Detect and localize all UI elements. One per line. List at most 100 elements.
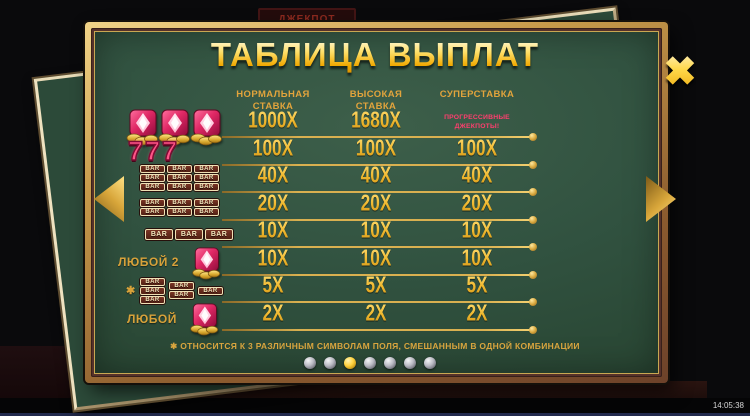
payout-value: 2X <box>365 300 387 327</box>
payout-value: 10X <box>461 217 493 244</box>
pagination-dot[interactable] <box>324 357 336 369</box>
bar-chip: BAR <box>140 287 165 295</box>
pagination-dot[interactable] <box>384 357 396 369</box>
bar-chip: BAR <box>140 199 165 207</box>
divider-dot <box>529 188 537 196</box>
bar-chip: BAR <box>194 208 219 216</box>
row-divider <box>222 136 530 138</box>
divider-dot <box>529 298 537 306</box>
payout-value: 1680X <box>351 107 401 134</box>
bar-chip: BAR <box>194 174 219 182</box>
divider-dot <box>529 216 537 224</box>
bar-chip: BAR <box>140 208 165 216</box>
payout-value: 10X <box>360 245 392 272</box>
divider-dot <box>529 133 537 141</box>
divider-dot <box>529 271 537 279</box>
bar-chip: BAR <box>169 291 194 299</box>
bar-chip: BAR <box>140 174 165 182</box>
double-bar-symbol: BAR BAR BAR BAR BAR BAR <box>140 199 219 216</box>
table-row: 777 100X 100X 100X <box>0 135 750 169</box>
bar-chip: BAR <box>140 183 165 191</box>
progressive-jackpot-note: ПРОГРЕССИВНЫЕ ДЖЕКПОТЫ! <box>444 113 510 130</box>
bar-chip: BAR <box>194 165 219 173</box>
table-row: BAR BAR BAR BAR BAR BAR 20X 20X 20X <box>0 190 750 224</box>
divider-dot <box>529 326 537 334</box>
row-divider <box>222 219 530 221</box>
payout-value: 40X <box>461 162 493 189</box>
column-header-normal-bet: НОРМАЛЬНАЯ СТАВКА <box>236 89 310 112</box>
clock-timestamp: 14:05:38 <box>712 401 744 410</box>
triple-bar-symbol: BAR BAR BAR BAR BAR BAR BAR BAR BAR <box>140 165 219 191</box>
payout-value: 5X <box>466 272 488 299</box>
triple-seven-symbol: 777 <box>127 135 180 167</box>
column-header-high-bet: ВЫСОКАЯ СТАВКА <box>349 89 403 112</box>
table-row: BAR BAR BAR BAR BAR BAR BAR BAR BAR 40X 40X 40… <box>0 162 750 196</box>
bar-chip: BAR <box>140 296 165 304</box>
pagination-dot[interactable] <box>404 357 416 369</box>
payout-value: 1000X <box>248 107 298 134</box>
table-row: ЛЮБОЙ 2 10X 10X 10X <box>0 245 750 280</box>
pagination-dot[interactable] <box>344 357 356 369</box>
diamond-symbol-icon <box>190 303 219 336</box>
payout-value: 5X <box>365 272 387 299</box>
table-row: ✱ BAR BAR BAR BAR BAR BAR 5X 5X 5X <box>0 272 750 306</box>
table-row: BAR BAR BAR 10X 10X 10X <box>0 217 750 251</box>
payout-value: 20X <box>461 190 493 217</box>
diamond-symbol-icon <box>190 109 222 146</box>
payout-value: 10X <box>360 217 392 244</box>
bar-chip: BAR <box>167 208 192 216</box>
footer-accent-line <box>0 413 750 416</box>
payout-value: 2X <box>262 300 284 327</box>
pagination-dot[interactable] <box>364 357 376 369</box>
payout-value: 100X <box>456 135 498 162</box>
payout-value: 10X <box>461 245 493 272</box>
single-bar-symbol: BAR BAR BAR <box>145 229 233 240</box>
payout-value: 40X <box>360 162 392 189</box>
payout-value: 10X <box>257 217 289 244</box>
bar-chip: BAR <box>145 229 173 240</box>
close-button[interactable]: ✖ <box>655 46 705 98</box>
bar-chip: BAR <box>167 165 192 173</box>
row-label-any-2: ЛЮБОЙ 2 <box>118 255 179 269</box>
row-divider <box>222 274 530 276</box>
pagination-dot[interactable] <box>424 357 436 369</box>
bar-chip: BAR <box>194 183 219 191</box>
divider-dot <box>529 161 537 169</box>
diamond-symbol-icon <box>192 247 221 280</box>
bar-chip: BAR <box>140 278 165 286</box>
row-divider <box>222 329 530 331</box>
row-divider <box>222 246 530 248</box>
payout-value: 20X <box>360 190 392 217</box>
bar-chip: BAR <box>167 183 192 191</box>
bar-chip: BAR <box>194 199 219 207</box>
column-header-super-bet: СУПЕРСТАВКА <box>439 89 515 100</box>
diamond-symbol-icon <box>158 109 190 146</box>
payout-value: 10X <box>257 245 289 272</box>
row-divider <box>222 164 530 166</box>
bar-chip: BAR <box>167 174 192 182</box>
payout-value: 40X <box>257 162 289 189</box>
bar-chip: BAR <box>175 229 203 240</box>
bar-chip: BAR <box>198 287 223 295</box>
row-label-asterisk: ✱ <box>126 285 136 297</box>
bar-chip: BAR <box>169 282 194 290</box>
table-row: ЛЮБОЙ 2X 2X 2X <box>0 300 750 336</box>
payout-value: 100X <box>252 135 294 162</box>
row-label-any: ЛЮБОЙ <box>127 312 177 326</box>
payout-value: 100X <box>355 135 397 162</box>
divider-dot <box>529 243 537 251</box>
table-row: 1000X 1680X ПРОГРЕССИВНЫЕ ДЖЕКПОТЫ! <box>0 107 750 146</box>
pagination-dot[interactable] <box>304 357 316 369</box>
payout-value: 20X <box>257 190 289 217</box>
page-title: ТАБЛИЦА ВЫПЛАТ <box>210 36 540 73</box>
footnote: ✱ ОТНОСИТСЯ К 3 РАЗЛИЧНЫМ СИМВОЛАМ ПОЛЯ,… <box>170 341 580 351</box>
row-divider <box>222 191 530 193</box>
pagination <box>304 357 436 369</box>
footer-bar <box>0 398 750 413</box>
row-divider <box>222 301 530 303</box>
bar-chip: BAR <box>167 199 192 207</box>
bar-chip: BAR <box>205 229 233 240</box>
payout-value: 5X <box>262 272 284 299</box>
